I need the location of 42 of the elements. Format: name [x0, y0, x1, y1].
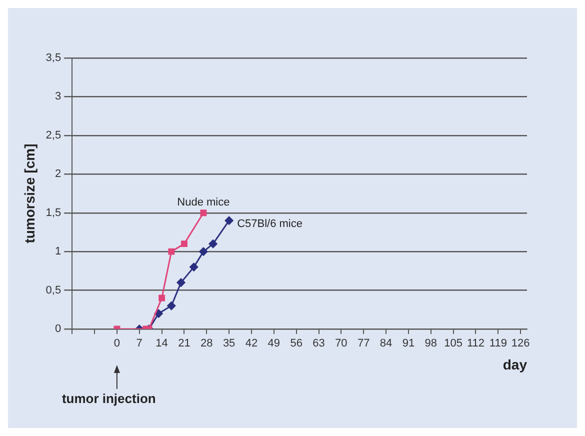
point	[190, 262, 198, 272]
point	[168, 248, 175, 255]
x-tick-label: 70	[335, 338, 348, 350]
y-tick-label: 1	[54, 246, 62, 258]
point	[224, 216, 234, 225]
x-tick-label: 7	[136, 338, 142, 350]
x-tick-label: 63	[312, 338, 325, 350]
x-tick-label: 0	[114, 338, 120, 350]
y-tick-label: 0	[54, 323, 62, 336]
point	[176, 278, 186, 287]
x-tick-label: 42	[245, 338, 258, 350]
y-axis-title: tumorsize [cm]	[21, 144, 38, 244]
series-label: C57Bl/6 mice	[237, 218, 302, 230]
y-tick-label: 2	[54, 168, 62, 180]
x-tick-label: 77	[357, 338, 370, 350]
y-tick-label: 2,5	[46, 129, 62, 142]
x-tick-label: 56	[290, 338, 302, 350]
point	[199, 247, 208, 256]
x-tick-label: 91	[402, 338, 415, 350]
x-tick-label: 14	[156, 338, 168, 350]
point	[158, 294, 166, 302]
x-tick-label: 84	[380, 338, 392, 350]
x-tick-label: 28	[200, 338, 213, 350]
x-tick-label: 119	[489, 338, 507, 350]
y-tick-label: 3,5	[46, 52, 62, 64]
y-tick-label: 0,5	[46, 284, 62, 296]
x-tick-label: 112	[466, 338, 485, 350]
point	[180, 240, 188, 248]
x-tick-label: 126	[511, 338, 530, 350]
text: tumor injection	[62, 391, 156, 406]
x-tick-label: 21	[178, 338, 190, 350]
point	[208, 240, 218, 248]
x-tick-label: 35	[222, 338, 236, 350]
x-axis-title: day	[502, 356, 528, 372]
x-tick-label: 98	[424, 338, 438, 350]
x-tick-label: 49	[268, 338, 280, 350]
y-tick-label: 3	[54, 90, 62, 103]
y-tick-label: 1,5	[46, 206, 62, 219]
x-tick-label: 105	[444, 338, 462, 350]
point	[167, 302, 176, 310]
series-label: Nude mice	[177, 196, 230, 208]
point	[200, 210, 207, 216]
